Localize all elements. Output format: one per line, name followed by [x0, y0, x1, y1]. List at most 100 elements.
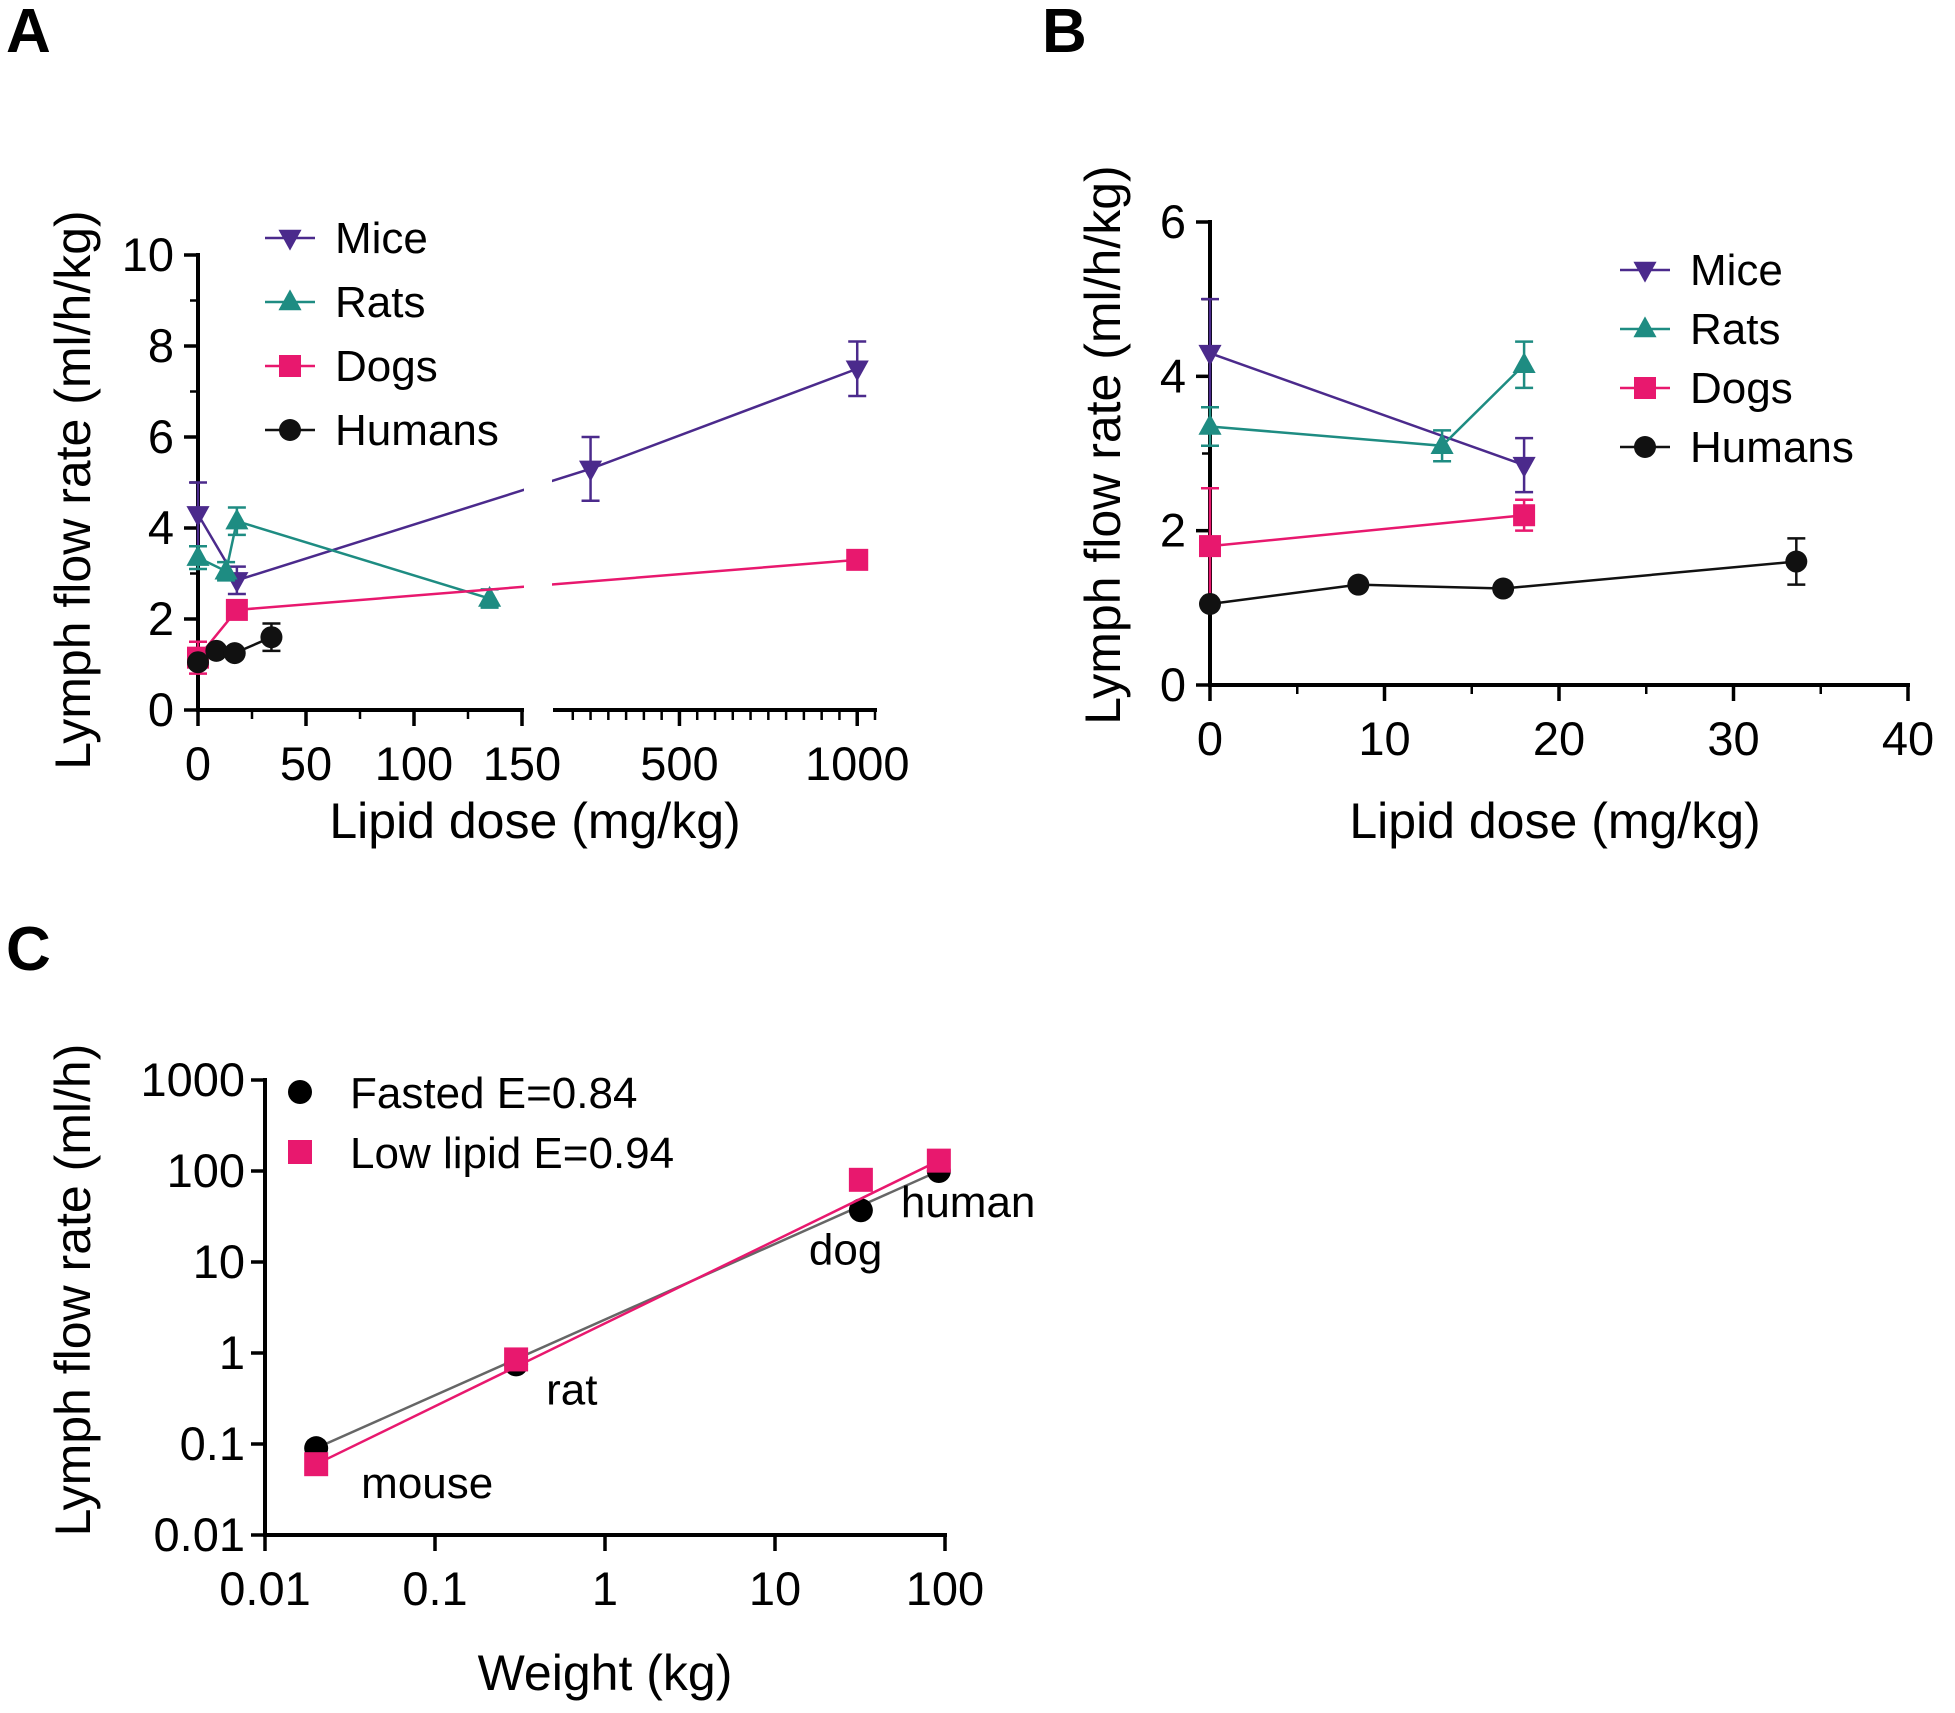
- x-tick-label-c-3: 10: [749, 1562, 801, 1615]
- x-tick-label-c-1: 0.1: [402, 1562, 467, 1615]
- panel-letter-a: A: [6, 0, 51, 66]
- a-legend-label-1: Rats: [335, 278, 425, 327]
- x-axis-title-c: Weight (kg): [478, 1645, 733, 1701]
- x-tick-label-a-s1-1: 50: [280, 737, 332, 790]
- data-point-b-mice-1: [1512, 456, 1536, 478]
- series-a-humans: [187, 622, 283, 674]
- series-c-low-lipid: [304, 1148, 951, 1477]
- series-b-dogs: [1199, 486, 1536, 606]
- y-tick-label-c-1: 0.1: [180, 1417, 245, 1470]
- data-point-c-low-lipid-0: [304, 1452, 329, 1477]
- data-point-a-mice-2: [579, 460, 603, 482]
- a-legend-marker-0: [278, 229, 302, 251]
- x-tick-label-a-s1-0: 0: [185, 737, 211, 790]
- x-tick-label-c-2: 1: [592, 1562, 618, 1615]
- data-point-b-dogs-0: [1199, 535, 1221, 558]
- x-tick-label-b-3: 30: [1707, 712, 1759, 765]
- panel-letter-b: B: [1042, 0, 1087, 66]
- chart-panel-b: Lymph flow rate (ml/h/kg) Lipid dose (mg…: [1075, 165, 1934, 849]
- x-tick-label-b-1: 10: [1358, 712, 1410, 765]
- data-point-a-humans-2: [223, 642, 246, 665]
- x-tick-label-b-4: 40: [1882, 712, 1934, 765]
- y-tick-label-c-4: 100: [167, 1144, 245, 1197]
- chart-panel-c: Lymph flow rate (ml/h) Weight (kg) 0.010…: [45, 1044, 1035, 1701]
- x-axis-title-b: Lipid dose (mg/kg): [1349, 793, 1760, 849]
- x-tick-label-b-0: 0: [1197, 712, 1223, 765]
- series-b-rats: [1198, 340, 1536, 463]
- x-tick-label-a-s1-3: 150: [483, 737, 561, 790]
- y-tick-label-a-5: 10: [122, 228, 174, 281]
- b-legend-marker-1: [1633, 316, 1657, 338]
- data-point-a-humans-0: [187, 651, 209, 674]
- c-legend-marker-0: [288, 1080, 312, 1104]
- y-tick-label-a-4: 8: [148, 319, 174, 372]
- c-legend-label-0: Fasted E=0.84: [350, 1069, 637, 1118]
- b-legend-item-1: Rats: [1620, 305, 1780, 354]
- data-point-c-fasted-2: [848, 1198, 873, 1223]
- b-legend-item-3: Humans: [1620, 423, 1854, 472]
- data-point-a-humans-3: [260, 626, 283, 649]
- x-tick-label-a-s2-0: 500: [640, 737, 718, 790]
- y-tick-label-b-3: 6: [1160, 195, 1186, 248]
- data-point-a-rats-3: [478, 585, 502, 607]
- y-tick-label-c-3: 10: [193, 1235, 245, 1288]
- y-axis-title-a: Lymph flow rate (ml/h/kg): [45, 210, 101, 769]
- data-point-b-rats-1: [1430, 433, 1454, 455]
- data-point-a-mice-3: [845, 360, 869, 382]
- series-line-b-mice: [1209, 352, 1525, 467]
- c-legend-marker-1: [288, 1140, 312, 1164]
- data-point-a-mice-0: [186, 506, 210, 527]
- b-legend-item-0: Mice: [1620, 246, 1783, 295]
- series-line-a-rats: [197, 519, 490, 600]
- x-tick-label-a-s1-2: 100: [375, 737, 453, 790]
- a-legend-item-2: Dogs: [265, 342, 438, 391]
- x-tick-label-c-0: 0.01: [219, 1562, 310, 1615]
- series-a-rats: [186, 506, 502, 609]
- y-axis-title-b: Lymph flow rate (ml/h/kg): [1075, 165, 1131, 724]
- y-tick-label-b-0: 0: [1160, 658, 1186, 711]
- y-tick-label-c-0: 0.01: [154, 1508, 245, 1561]
- data-point-b-mice-0: [1198, 344, 1222, 366]
- data-point-a-dogs-1: [225, 598, 248, 621]
- data-point-b-humans-2: [1492, 577, 1515, 600]
- data-point-a-rats-2: [225, 508, 249, 530]
- axis-break-gap-a: [524, 470, 552, 715]
- data-point-b-rats-0: [1198, 413, 1222, 435]
- a-legend-label-3: Humans: [335, 406, 499, 455]
- a-legend-marker-3: [279, 419, 301, 441]
- data-point-b-humans-1: [1347, 573, 1370, 596]
- y-tick-label-a-3: 6: [148, 410, 174, 463]
- data-point-a-rats-0: [186, 544, 210, 566]
- a-legend-item-0: Mice: [265, 214, 428, 263]
- fit-line-c-low-lipid: [315, 1159, 940, 1466]
- point-label-c-human: human: [901, 1178, 1036, 1227]
- b-legend-marker-3: [1634, 436, 1656, 458]
- point-label-c-rat: rat: [546, 1365, 597, 1414]
- a-legend-label-0: Mice: [335, 214, 428, 263]
- a-legend-label-2: Dogs: [335, 342, 438, 391]
- a-legend-item-1: Rats: [265, 278, 425, 327]
- c-legend-item-0: Fasted E=0.84: [288, 1069, 637, 1118]
- series-c-fasted: [304, 1159, 951, 1461]
- a-legend-item-3: Humans: [265, 406, 499, 455]
- y-tick-label-b-1: 2: [1160, 504, 1186, 557]
- y-tick-label-a-1: 2: [148, 592, 174, 645]
- y-tick-label-c-2: 1: [219, 1326, 245, 1379]
- series-b-humans: [1199, 537, 1808, 615]
- c-legend-item-1: Low lipid E=0.94: [288, 1129, 674, 1178]
- c-legend-label-1: Low lipid E=0.94: [350, 1129, 674, 1178]
- chart-panel-a: Lymph flow rate (ml/h/kg) Lipid dose (mg…: [45, 210, 910, 849]
- b-legend-item-2: Dogs: [1620, 364, 1793, 413]
- x-tick-label-c-4: 100: [906, 1562, 984, 1615]
- y-axis-title-c: Lymph flow rate (ml/h): [45, 1044, 101, 1537]
- point-label-c-dog: dog: [809, 1225, 882, 1274]
- a-legend-marker-1: [278, 289, 302, 311]
- data-point-b-rats-2: [1512, 352, 1536, 374]
- data-point-b-dogs-1: [1513, 504, 1536, 527]
- series-line-b-humans: [1209, 560, 1797, 606]
- x-tick-label-b-2: 20: [1533, 712, 1585, 765]
- data-point-b-humans-0: [1199, 592, 1221, 615]
- x-tick-label-a-s2-1: 1000: [805, 737, 910, 790]
- data-point-b-humans-3: [1785, 550, 1808, 573]
